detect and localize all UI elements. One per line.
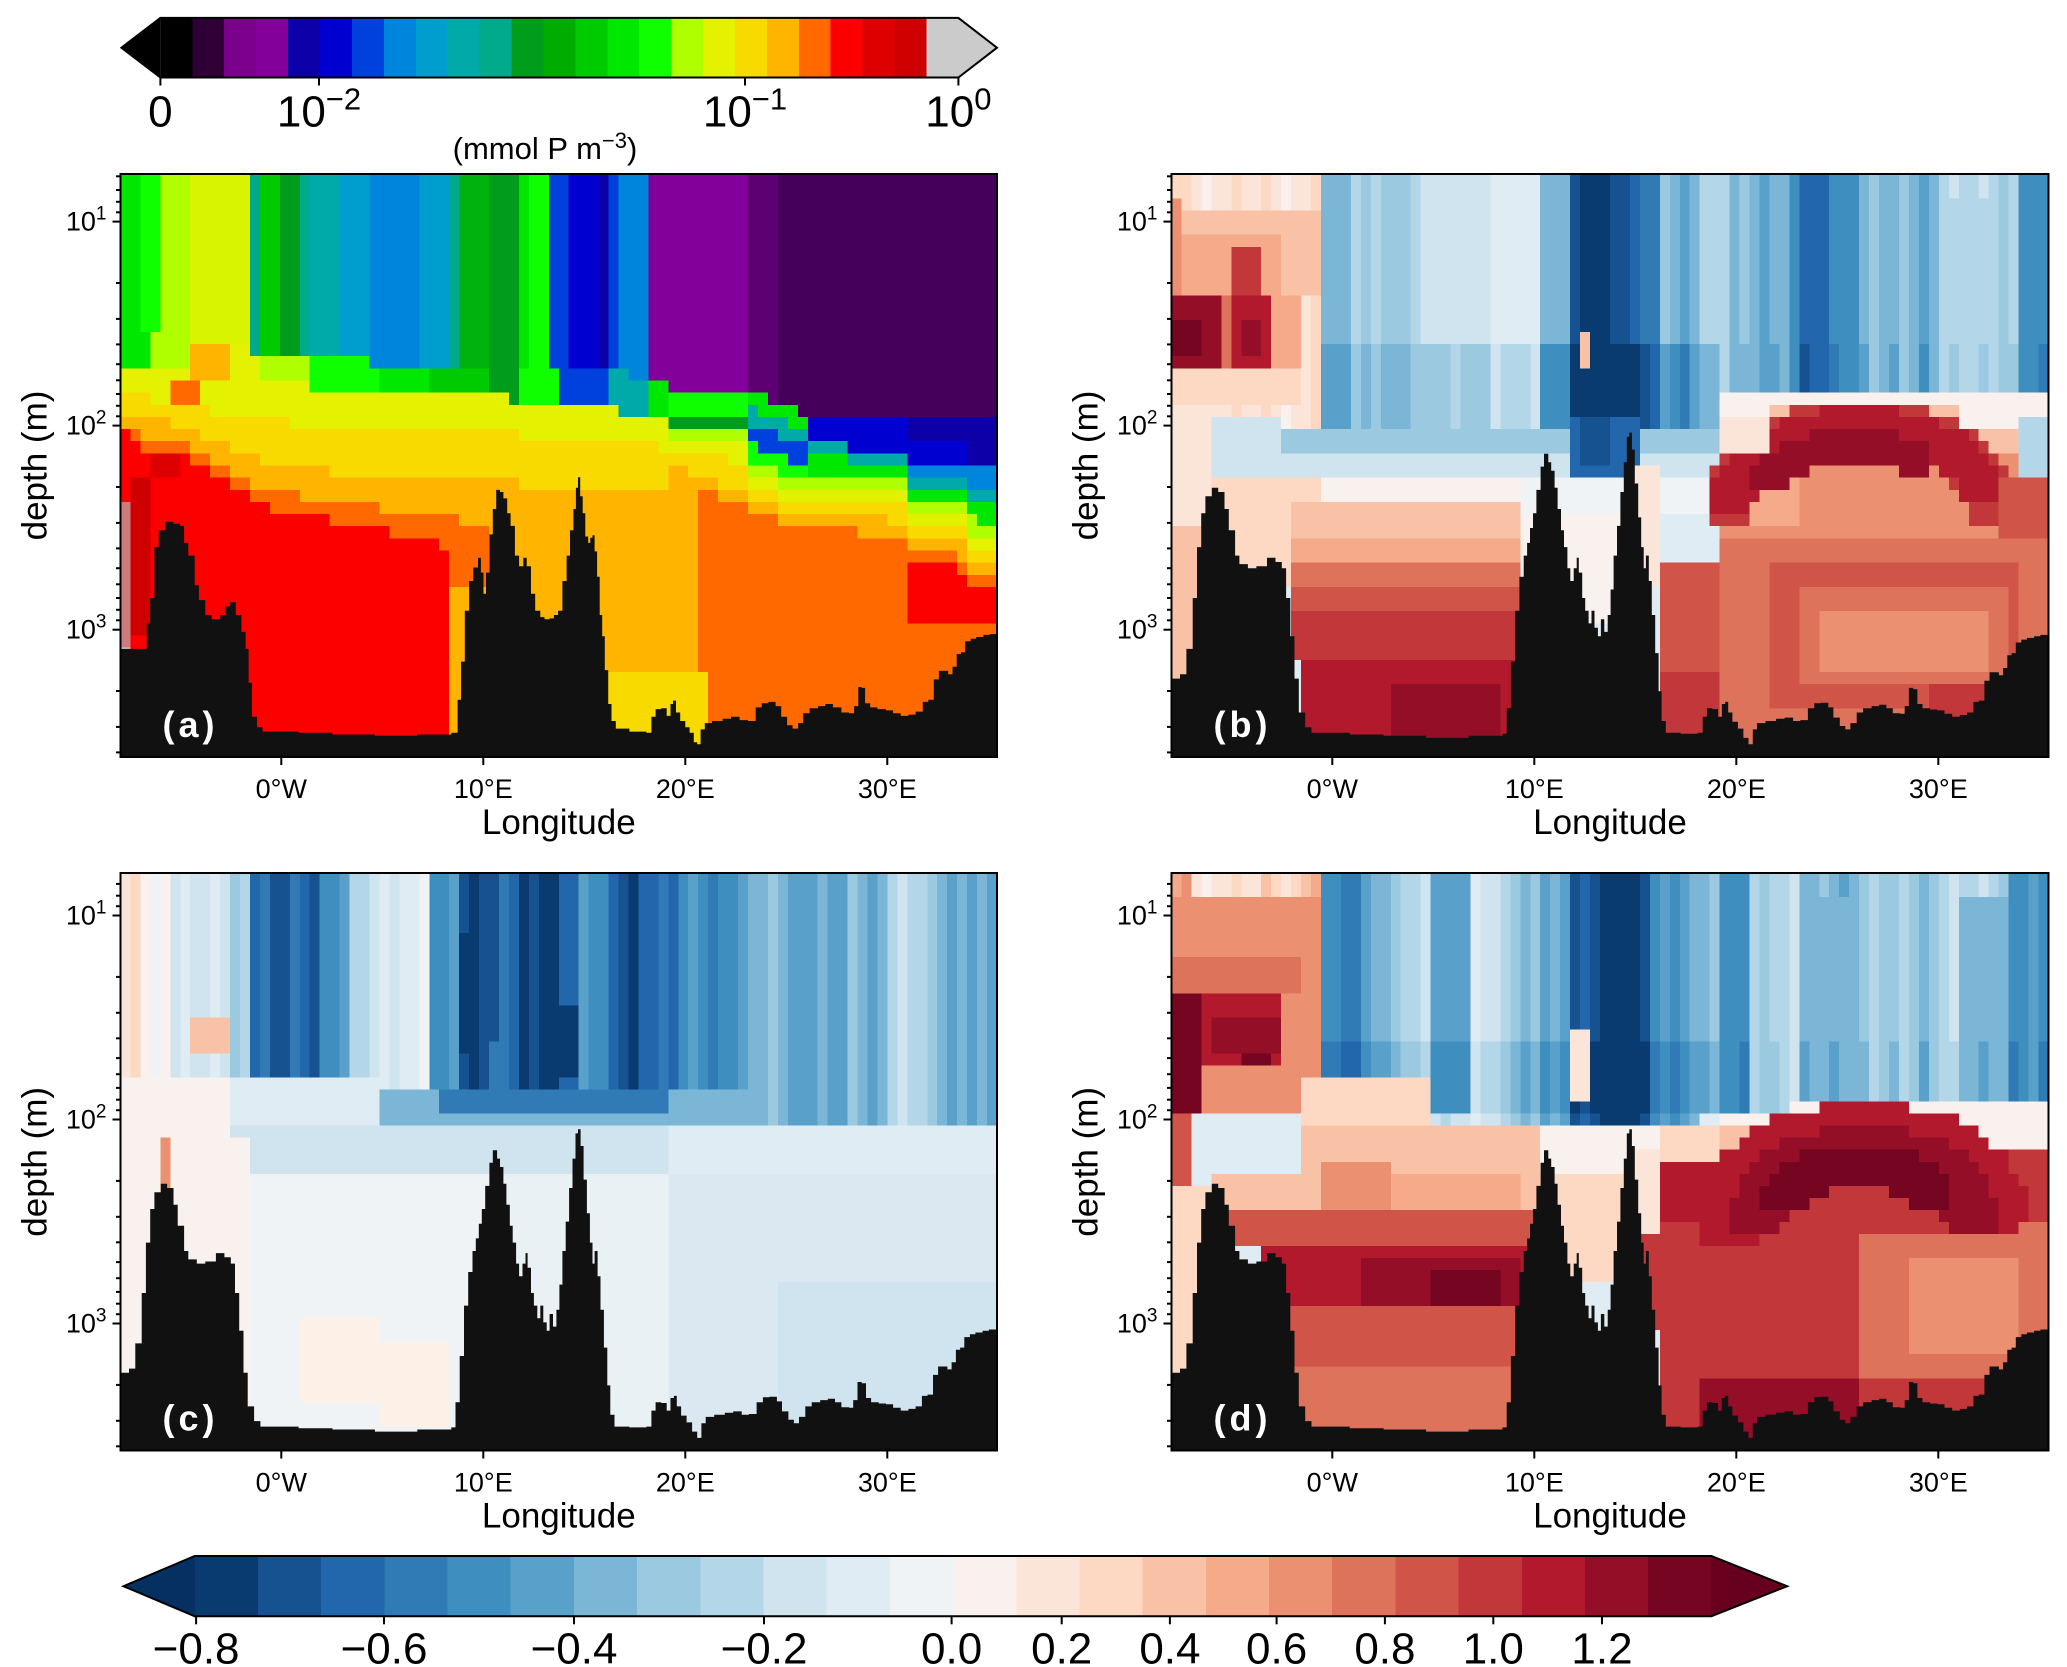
svg-text:Longitude: Longitude [482,1497,636,1536]
svg-text:0.8: 0.8 [1354,1624,1415,1667]
svg-text:10°E: 10°E [1505,774,1564,804]
svg-text:0.4: 0.4 [1139,1624,1200,1667]
svg-text:−0.2: −0.2 [721,1624,808,1667]
svg-text:10°E: 10°E [454,1468,513,1498]
svg-text:20°E: 20°E [1707,774,1766,804]
svg-text:20°E: 20°E [1707,1468,1766,1498]
svg-text:30°E: 30°E [1909,774,1968,804]
svg-text:30°E: 30°E [858,774,917,804]
svg-text:−0.8: −0.8 [153,1624,240,1667]
svg-text:10°E: 10°E [1505,1468,1564,1498]
svg-text:0.2: 0.2 [1031,1624,1092,1667]
svg-text:103: 103 [1117,1306,1158,1339]
svg-text:30°E: 30°E [1909,1468,1968,1498]
svg-text:20°E: 20°E [656,774,715,804]
svg-text:30°E: 30°E [858,1468,917,1498]
svg-text:(mmol P m−3): (mmol P m−3) [453,128,638,166]
svg-text:(c): (c) [163,1398,219,1439]
svg-text:0°W: 0°W [256,1468,308,1498]
svg-text:depth (m): depth (m) [16,1087,55,1237]
svg-text:−0.4: −0.4 [531,1624,618,1667]
svg-text:0°W: 0°W [1307,1468,1359,1498]
svg-text:(a): (a) [163,704,219,745]
svg-text:10°E: 10°E [454,774,513,804]
svg-text:0°W: 0°W [256,774,308,804]
svg-text:20°E: 20°E [656,1468,715,1498]
svg-text:0.0: 0.0 [921,1624,982,1667]
svg-text:−0.6: −0.6 [341,1624,428,1667]
svg-text:1.0: 1.0 [1463,1624,1524,1667]
svg-text:0°W: 0°W [1307,774,1359,804]
svg-text:Longitude: Longitude [1533,1497,1687,1536]
svg-text:Longitude: Longitude [1533,803,1687,842]
svg-text:1.2: 1.2 [1571,1624,1632,1667]
svg-text:depth (m): depth (m) [16,391,55,541]
svg-text:102: 102 [1117,408,1158,441]
svg-text:0: 0 [148,88,172,137]
svg-text:Longitude: Longitude [482,803,636,842]
svg-text:(d): (d) [1214,1398,1272,1439]
svg-text:(b): (b) [1214,704,1272,745]
svg-text:0.6: 0.6 [1246,1624,1307,1667]
svg-text:depth (m): depth (m) [1067,391,1106,541]
svg-text:depth (m): depth (m) [1067,1087,1106,1237]
